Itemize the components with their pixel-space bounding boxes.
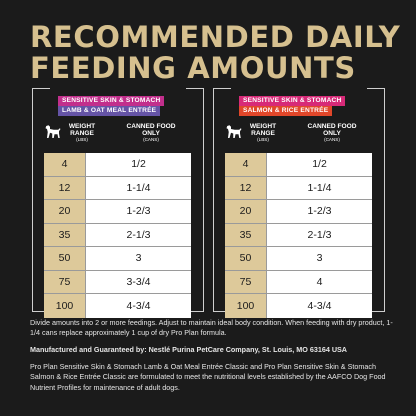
cans-cell: 2-1/3: [267, 223, 372, 246]
formula-badge-top: SENSITIVE SKIN & STOMACH: [239, 96, 346, 106]
bracket-line: [367, 311, 385, 312]
feeding-instructions: Divide amounts into 2 or more feedings. …: [30, 318, 393, 338]
cans-cell: 1/2: [267, 153, 372, 176]
cans-cell: 3-3/4: [86, 270, 191, 293]
weight-cell: 100: [225, 294, 267, 318]
table-row: 75 4: [225, 270, 372, 294]
weight-cell: 12: [44, 176, 86, 199]
dog-icon: [226, 125, 242, 138]
canned-header-unit: (CANS): [324, 137, 340, 142]
cans-cell: 3: [86, 247, 191, 270]
weight-cell: 35: [225, 223, 267, 246]
cans-cell: 4-3/4: [267, 294, 372, 318]
weight-cell: 75: [225, 270, 267, 293]
formula-badge-bottom: SALMON & RICE ENTRÉE: [239, 106, 333, 116]
table-row: 50 3: [225, 247, 372, 271]
canned-header-label: CANNED FOOD ONLY: [126, 123, 176, 137]
table-row: 75 3-3/4: [44, 270, 191, 294]
table-row: 12 1-1/4: [44, 176, 191, 200]
title-line-2: FEEDING AMOUNTS: [30, 51, 356, 85]
table-row: 12 1-1/4: [225, 176, 372, 200]
weight-header-unit: (LBS): [257, 137, 269, 142]
weight-cell: 20: [225, 200, 267, 223]
bracket-line: [203, 88, 204, 312]
table-row: 35 2-1/3: [44, 223, 191, 247]
canned-header-unit: (CANS): [143, 137, 159, 142]
table-row: 4 1/2: [225, 153, 372, 177]
formula-badge-bottom: LAMB & OAT MEAL ENTRÉE: [58, 106, 161, 116]
aafco-statement: Pro Plan Sensitive Skin & Stomach Lamb &…: [30, 362, 386, 392]
cans-cell: 4-3/4: [86, 294, 191, 318]
weight-cell: 100: [44, 294, 86, 318]
bracket-line: [213, 88, 214, 312]
table-row: 35 2-1/3: [225, 223, 372, 247]
feeding-panel-lamb: SENSITIVE SKIN & STOMACH LAMB & OAT MEAL…: [32, 88, 204, 318]
weight-cell: 4: [44, 153, 86, 176]
feeding-table: 4 1/2 12 1-1/4 20 1-2/3 35 2-1/3 50 3 75 3-3/4…: [44, 153, 191, 318]
cans-cell: 1-1/4: [267, 176, 372, 199]
cans-cell: 3: [267, 247, 372, 270]
bracket-line: [186, 311, 204, 312]
weight-header: WEIGHT RANGE (LBS): [243, 123, 283, 143]
bracket-line: [32, 88, 50, 89]
title-line-1: RECOMMENDED DAILY: [30, 20, 401, 54]
weight-cell: 50: [225, 247, 267, 270]
canned-header-label: CANNED FOOD ONLY: [307, 123, 357, 137]
bracket-line: [384, 88, 385, 312]
weight-cell: 12: [225, 176, 267, 199]
cans-cell: 1/2: [86, 153, 191, 176]
bracket-line: [32, 311, 50, 312]
feeding-table: 4 1/2 12 1-1/4 20 1-2/3 35 2-1/3 50 3 75 4 100…: [225, 153, 372, 318]
weight-cell: 50: [44, 247, 86, 270]
canned-header: CANNED FOOD ONLY (CANS): [299, 123, 365, 143]
bracket-line: [213, 88, 231, 89]
table-row: 100 4-3/4: [44, 294, 191, 318]
weight-cell: 20: [44, 200, 86, 223]
weight-cell: 4: [225, 153, 267, 176]
table-row: 20 1-2/3: [225, 200, 372, 224]
weight-cell: 75: [44, 270, 86, 293]
weight-header-unit: (LBS): [76, 137, 88, 142]
table-row: 50 3: [44, 247, 191, 271]
bracket-line: [186, 88, 204, 89]
cans-cell: 1-2/3: [86, 200, 191, 223]
table-row: 100 4-3/4: [225, 294, 372, 318]
bracket-line: [213, 311, 231, 312]
weight-header-label: WEIGHT RANGE: [249, 123, 277, 137]
formula-badge-top: SENSITIVE SKIN & STOMACH: [58, 96, 165, 106]
bracket-line: [32, 88, 33, 312]
feeding-panel-salmon: SENSITIVE SKIN & STOMACH SALMON & RICE E…: [213, 88, 385, 318]
weight-header-label: WEIGHT RANGE: [68, 123, 96, 137]
table-row: 4 1/2: [44, 153, 191, 177]
cans-cell: 2-1/3: [86, 223, 191, 246]
bracket-line: [367, 88, 385, 89]
cans-cell: 4: [267, 270, 372, 293]
weight-header: WEIGHT RANGE (LBS): [62, 123, 102, 143]
table-row: 20 1-2/3: [44, 200, 191, 224]
cans-cell: 1-1/4: [86, 176, 191, 199]
dog-icon: [45, 125, 61, 138]
weight-cell: 35: [44, 223, 86, 246]
manufacturer-statement: Manufactured and Guaranteed by: Nestlé P…: [30, 345, 347, 354]
canned-header: CANNED FOOD ONLY (CANS): [118, 123, 184, 143]
cans-cell: 1-2/3: [267, 200, 372, 223]
page-title: RECOMMENDED DAILY FEEDING AMOUNTS: [30, 20, 401, 85]
